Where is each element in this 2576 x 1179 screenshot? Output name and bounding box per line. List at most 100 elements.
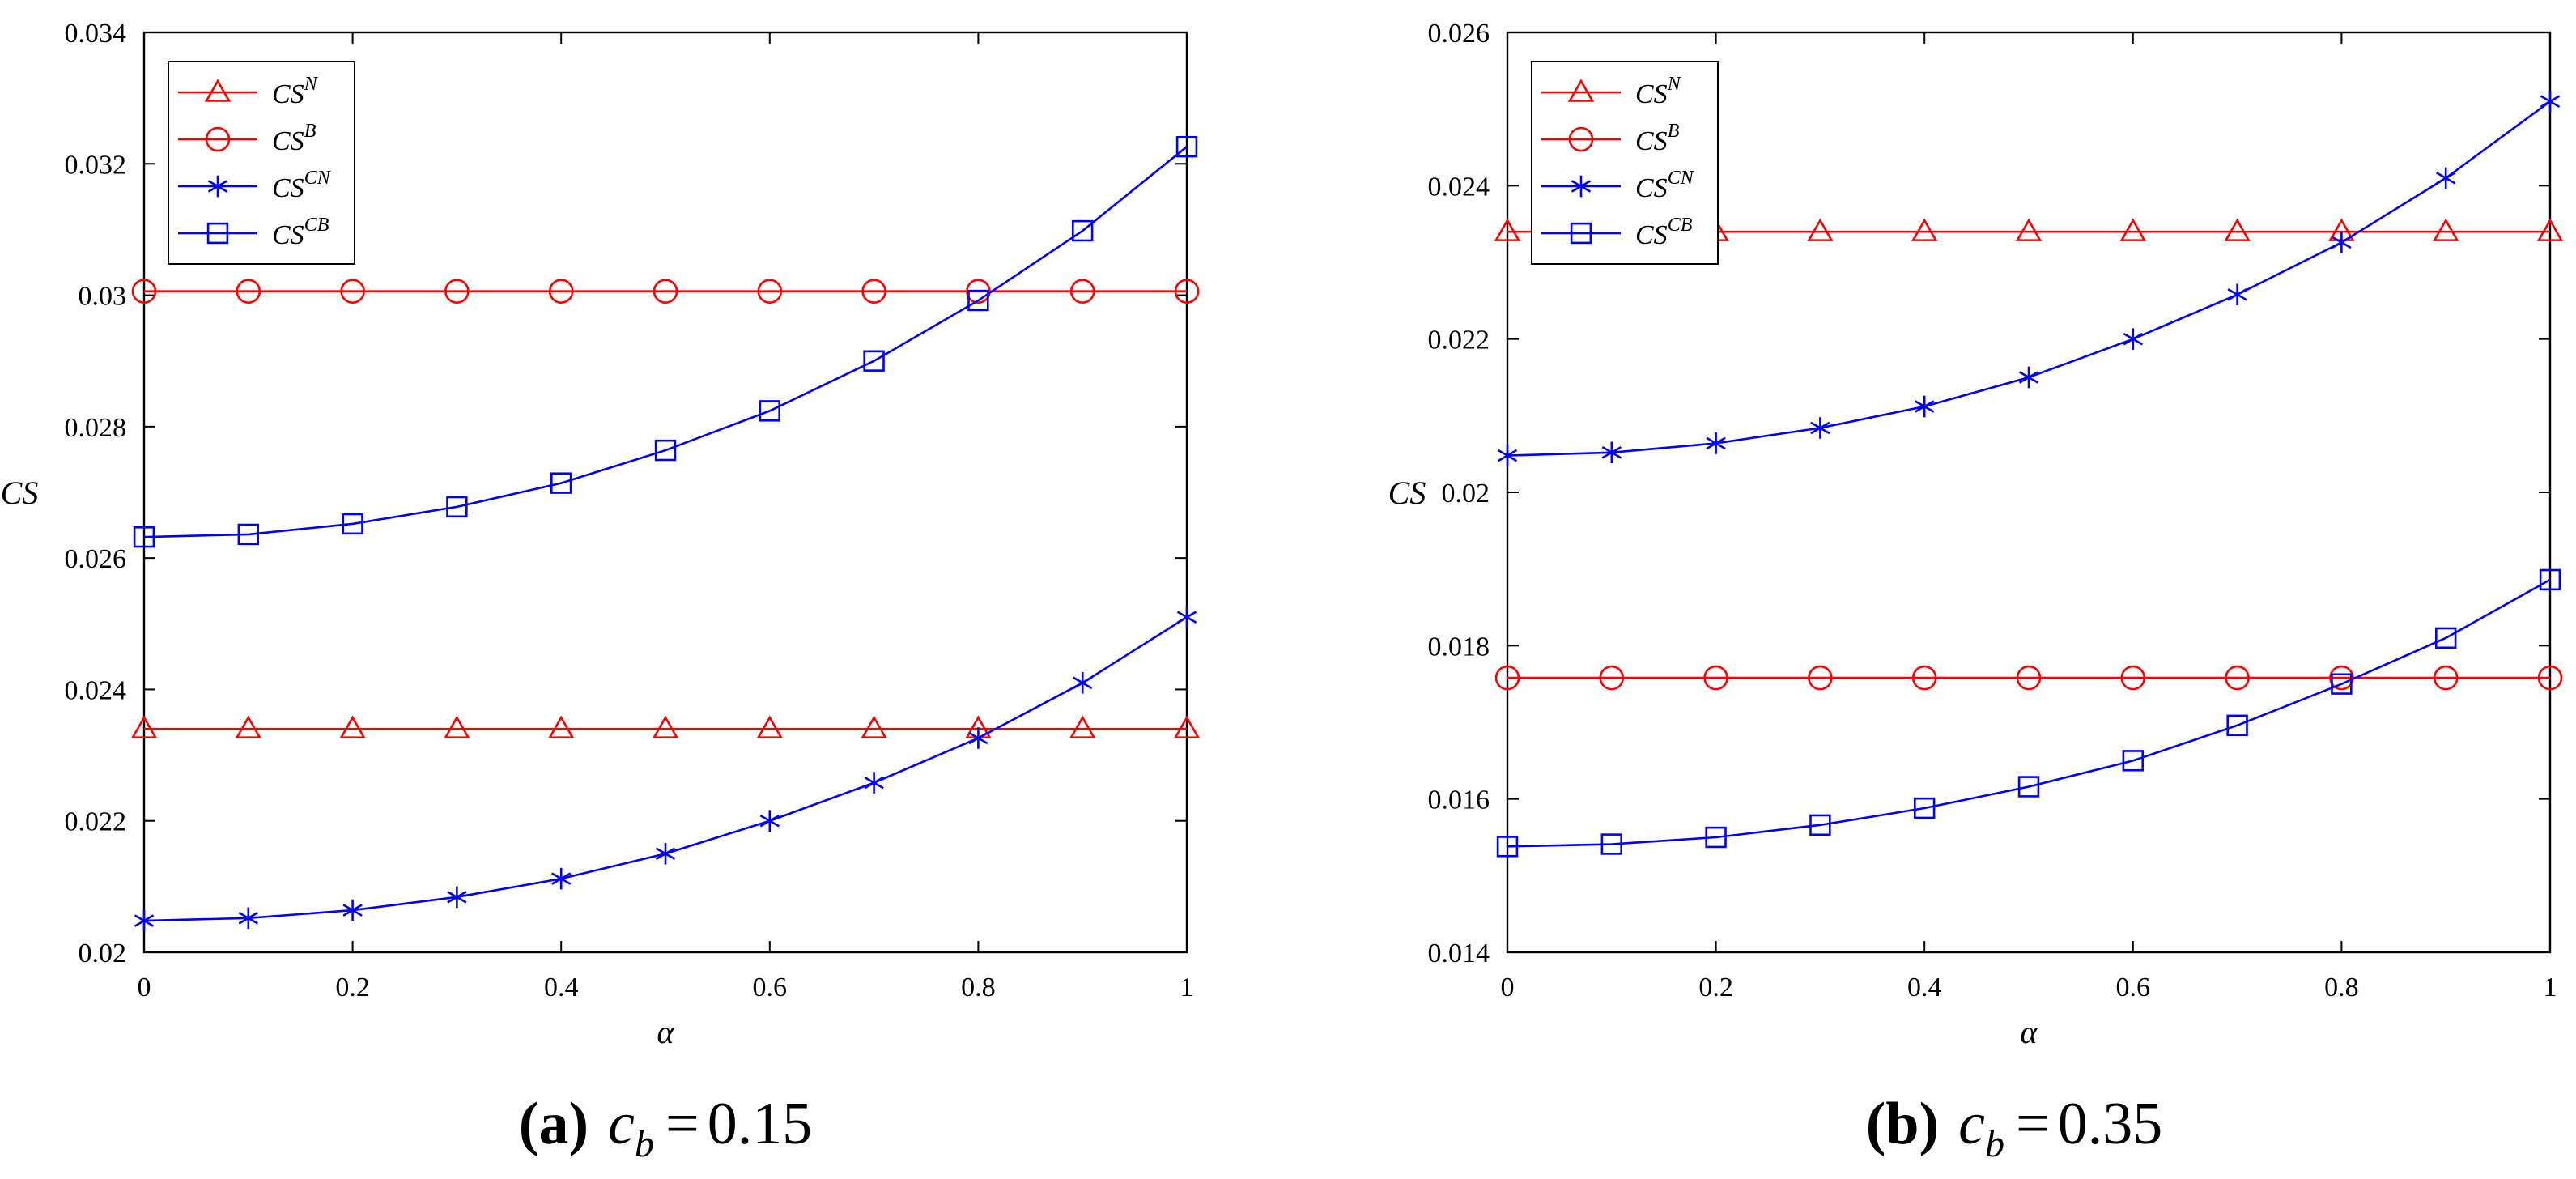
data-point-b (2225, 665, 2250, 691)
legend-label-sup: N (1667, 74, 1682, 95)
star-stroke (1571, 180, 1592, 193)
legend-label: CSCB (1635, 215, 1693, 250)
data-point-n (444, 715, 470, 738)
data-point-cb (2331, 673, 2353, 695)
data-point-b (1069, 279, 1095, 304)
data-point-cn (2123, 328, 2143, 350)
legend-label-base: CS (272, 173, 304, 203)
data-point-cn (238, 907, 258, 930)
caption-equals: = (665, 1091, 699, 1157)
x-tick-label: 0.8 (961, 973, 996, 1002)
data-point-n (547, 715, 575, 738)
data-point-b (340, 279, 365, 304)
data-point-cn (2332, 232, 2352, 253)
star-stroke (551, 872, 572, 885)
data-point-cb (654, 439, 677, 462)
data-point-b (861, 279, 886, 304)
star-stroke (1706, 436, 1726, 450)
data-point-b (1808, 665, 1833, 691)
data-point-cn (134, 909, 155, 932)
data-point-cb (967, 289, 989, 312)
legend-marker-cn (207, 175, 228, 198)
series-b (131, 279, 1200, 304)
series-cn (1497, 90, 2561, 466)
data-point-cn (2227, 283, 2247, 306)
star-stroke (447, 891, 467, 904)
y-axis-title: CS (1, 475, 39, 511)
data-point-b (2537, 665, 2563, 691)
data-point-b (1599, 665, 1625, 691)
legend-marker-cn (1571, 175, 1592, 198)
data-point-b (548, 279, 574, 304)
data-point-b (2120, 665, 2146, 691)
star-stroke (2227, 287, 2247, 301)
data-point-b (653, 279, 678, 304)
data-point-cn (655, 842, 676, 865)
data-point-b (1911, 665, 1937, 691)
legend-label-sup: CB (1668, 215, 1693, 236)
star-stroke (1915, 400, 1935, 413)
data-point-n (1173, 715, 1201, 738)
legend-label-base: CS (1635, 173, 1668, 203)
data-point-b (966, 279, 991, 304)
legend-marker-n (204, 79, 232, 102)
y-tick-label: 0.032 (65, 150, 127, 180)
y-tick-label: 0.022 (65, 807, 127, 837)
y-tick-label: 0.014 (1428, 939, 1490, 968)
data-point-b (1703, 665, 1728, 691)
legend-label-base: CS (272, 79, 304, 109)
star-stroke (655, 847, 676, 861)
data-point-cn (1601, 441, 1622, 464)
y-tick-label: 0.022 (1428, 326, 1490, 355)
caption-param-sub: b (1985, 1122, 2004, 1165)
legend-label: CSB (272, 121, 317, 156)
star-stroke (2540, 95, 2561, 108)
data-point-b (236, 279, 261, 304)
legend-label: CSCB (272, 215, 329, 250)
x-tick-label: 0.6 (2116, 973, 2151, 1002)
x-tick-label: 1 (1180, 973, 1194, 1002)
x-axis-title: α (657, 1014, 675, 1050)
legend-label: CSN (1635, 74, 1682, 109)
data-point-n (1494, 218, 1521, 241)
data-point-n (1911, 218, 1938, 241)
x-tick-label: 0.2 (1698, 973, 1733, 1002)
star-stroke (1073, 676, 1093, 690)
data-point-b (1174, 279, 1200, 304)
legend-label-base: CS (1635, 220, 1668, 250)
data-point-cb (2435, 627, 2457, 649)
legend-label-sup: N (304, 74, 319, 95)
data-point-b (1494, 665, 1520, 691)
star-stroke (134, 914, 155, 927)
panel-caption: (b) cb = 0.35 (1866, 1091, 2163, 1165)
data-point-n (1807, 218, 1834, 241)
series-n (130, 715, 1201, 738)
star-stroke (864, 776, 884, 790)
data-point-n (756, 715, 784, 738)
data-point-cn (2018, 366, 2039, 389)
data-point-cn (551, 867, 572, 890)
star-stroke (238, 912, 258, 925)
y-tick-label: 0.03 (79, 282, 127, 312)
data-point-cb (1705, 826, 1727, 849)
y-tick-label: 0.028 (65, 413, 127, 443)
legend-label-sup: B (304, 121, 317, 142)
chart-panel-a: 0 0.2 0.4 0.6 0.8 1 0.02 0.022 0.024 0.026 0.028 0.… (1, 19, 1201, 1165)
data-point-cb (2122, 750, 2144, 772)
data-point-n (2432, 218, 2459, 241)
y-tick-label: 0.024 (65, 675, 127, 705)
data-point-cb (446, 496, 468, 518)
data-point-cb (1175, 135, 1198, 158)
x-tick-label: 0.8 (2324, 973, 2359, 1002)
data-point-b (2433, 665, 2459, 691)
star-stroke (1601, 445, 1622, 459)
legend-entry-cb: CSCB (1541, 215, 1693, 250)
data-point-cn (2436, 167, 2456, 189)
legend-entry-cb: CSCB (178, 215, 329, 250)
data-point-n (1069, 715, 1096, 738)
data-point-cn (759, 810, 780, 832)
star-stroke (1497, 449, 1518, 462)
